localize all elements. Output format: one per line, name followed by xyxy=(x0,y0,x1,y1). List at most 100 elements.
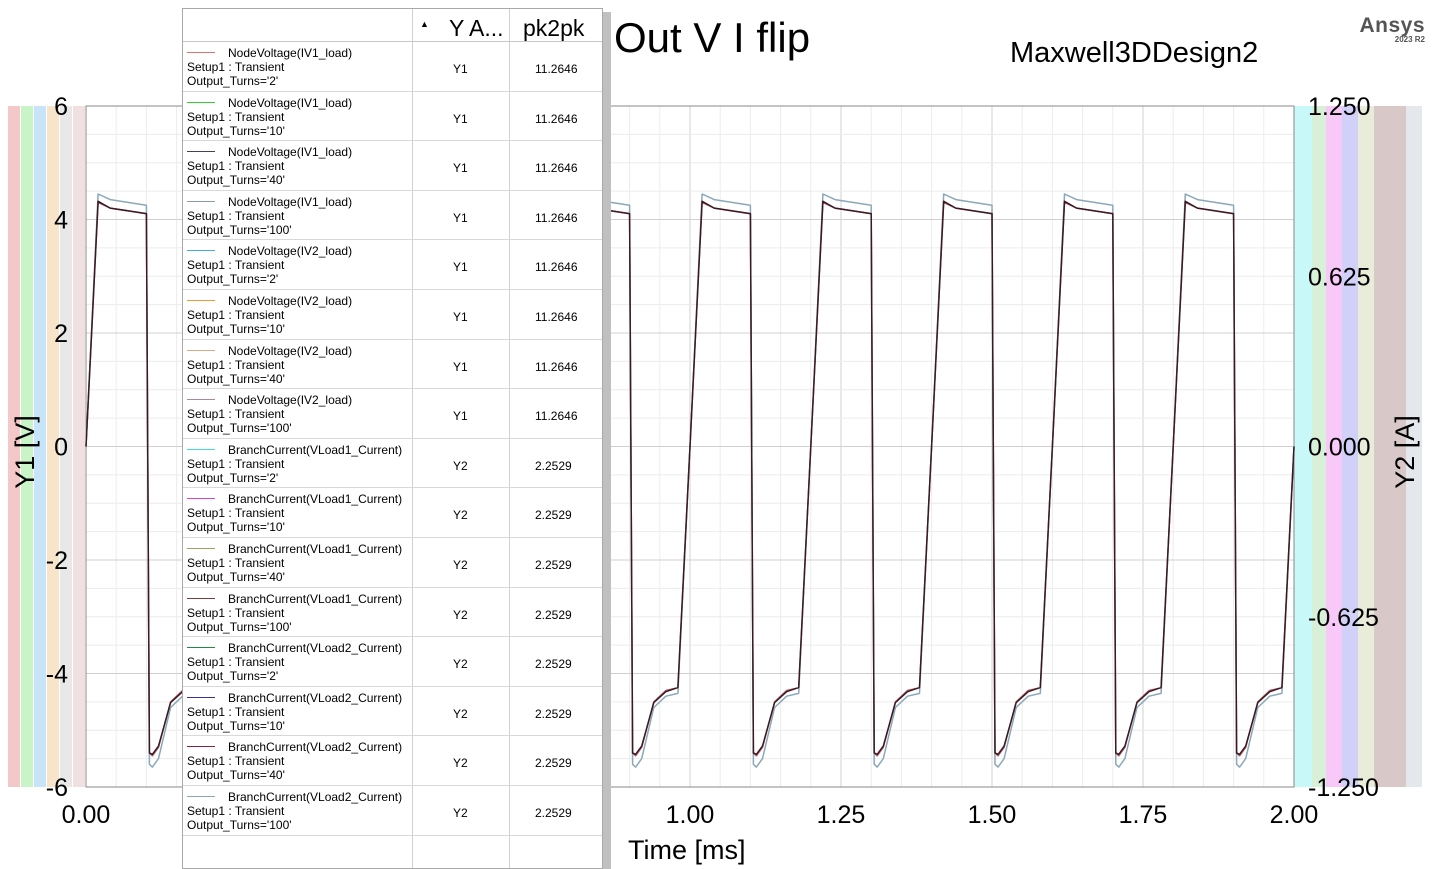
series-yaxis: Y1 xyxy=(453,62,468,76)
series-swatch xyxy=(187,547,215,549)
series-pk2pk: 11.2646 xyxy=(535,161,578,176)
series-yaxis: Y2 xyxy=(453,706,468,721)
series-name: NodeVoltage(IV1_load) xyxy=(228,46,353,60)
y1-tick-label: -2 xyxy=(46,547,68,575)
legend-row[interactable]: BranchCurrent(VLoad2_Current) Setup1 : Tr… xyxy=(183,786,602,836)
series-swatch xyxy=(187,349,215,351)
legend-row[interactable]: BranchCurrent(VLoad2_Current) Setup1 : Tr… xyxy=(183,637,602,687)
series-name: BranchCurrent(VLoad2_Current) xyxy=(228,641,403,656)
column-header-pk2pk[interactable]: pk2pk xyxy=(523,15,585,41)
series-name: BranchCurrent(VLoad2_Current) xyxy=(228,789,403,804)
legend-row[interactable]: NodeVoltage(IV1_load) Setup1 : Transient O… xyxy=(183,191,602,241)
series-swatch xyxy=(187,151,215,153)
series-setup: Setup1 : Transient xyxy=(187,357,285,372)
series-setup: Setup1 : Transient xyxy=(187,803,285,818)
series-swatch xyxy=(187,647,215,649)
series-pk2pk: 2.2529 xyxy=(535,706,572,721)
series-name: NodeVoltage(IV1_load) xyxy=(228,145,353,160)
series-swatch xyxy=(187,795,215,797)
series-yaxis: Y2 xyxy=(453,508,468,523)
legend-row[interactable]: BranchCurrent(VLoad1_Current) Setup1 : Tr… xyxy=(183,439,602,489)
series-setup: Setup1 : Transient xyxy=(187,60,285,74)
x-tick-label: 2.00 xyxy=(1270,801,1319,829)
legend-row[interactable]: NodeVoltage(IV1_load) Setup1 : Transient O… xyxy=(183,141,602,191)
series-name: BranchCurrent(VLoad2_Current) xyxy=(228,690,403,705)
series-name: NodeVoltage(IV2_load) xyxy=(228,293,353,308)
series-turns: Output_Turns='40' xyxy=(187,768,285,783)
series-turns: Output_Turns='10' xyxy=(187,718,285,733)
legend-row[interactable]: BranchCurrent(VLoad1_Current) Setup1 : Tr… xyxy=(183,588,602,638)
series-turns: Output_Turns='40' xyxy=(187,569,285,584)
series-setup: Setup1 : Transient xyxy=(187,109,285,124)
y2-axis-band xyxy=(1406,106,1422,787)
series-setup: Setup1 : Transient xyxy=(187,605,285,620)
series-pk2pk: 2.2529 xyxy=(535,607,572,622)
y2-axis-band xyxy=(1358,106,1374,787)
y2-tick-label: 0.625 xyxy=(1308,263,1371,291)
y2-axis-band xyxy=(1312,106,1326,787)
y2-axis-label: Y2 [A] xyxy=(1390,415,1420,489)
series-pk2pk: 2.2529 xyxy=(535,508,572,523)
y2-axis-band xyxy=(1294,106,1312,787)
y2-tick-label: -1.250 xyxy=(1308,774,1379,802)
series-swatch xyxy=(187,52,215,53)
sort-up-icon[interactable]: ▲ xyxy=(420,19,429,29)
series-swatch xyxy=(187,250,215,252)
chart-title: Out V I flip xyxy=(614,14,811,61)
series-setup: Setup1 : Transient xyxy=(187,456,285,471)
series-turns: Output_Turns='10' xyxy=(187,520,285,535)
series-pk2pk: 11.2646 xyxy=(535,309,578,324)
legend-row[interactable]: NodeVoltage(IV2_load) Setup1 : Transient O… xyxy=(183,290,602,340)
series-turns: Output_Turns='40' xyxy=(187,173,285,188)
series-yaxis: Y2 xyxy=(453,756,468,771)
series-pk2pk: 11.2646 xyxy=(535,260,578,275)
y2-axis-band xyxy=(1342,106,1358,787)
series-turns: Output_Turns='100' xyxy=(187,222,292,237)
legend-row[interactable]: NodeVoltage(IV2_load) Setup1 : Transient O… xyxy=(183,340,602,390)
legend-row[interactable]: BranchCurrent(VLoad2_Current) Setup1 : Tr… xyxy=(183,736,602,786)
series-turns: Output_Turns='2' xyxy=(187,470,279,485)
series-pk2pk: 11.2646 xyxy=(535,210,578,225)
series-yaxis: Y1 xyxy=(453,359,468,374)
legend-row[interactable]: NodeVoltage(IV1_load) Setup1 : Transient O… xyxy=(183,42,602,92)
series-swatch xyxy=(187,746,215,748)
series-yaxis: Y1 xyxy=(453,210,468,225)
legend-row[interactable]: NodeVoltage(IV2_load) Setup1 : Transient O… xyxy=(183,240,602,290)
series-turns: Output_Turns='40' xyxy=(187,371,285,386)
series-yaxis: Y2 xyxy=(453,607,468,622)
legend-row[interactable]: BranchCurrent(VLoad1_Current) Setup1 : Tr… xyxy=(183,538,602,588)
series-name: NodeVoltage(IV1_load) xyxy=(228,95,353,110)
column-header-yaxis[interactable]: Y A... xyxy=(449,15,504,41)
series-turns: Output_Turns='10' xyxy=(187,123,285,138)
y1-axis-band xyxy=(34,106,46,787)
y2-tick-label: -0.625 xyxy=(1308,604,1379,632)
series-name: NodeVoltage(IV2_load) xyxy=(228,244,353,259)
series-yaxis: Y2 xyxy=(453,657,468,672)
series-swatch xyxy=(187,399,215,401)
y1-tick-label: 0 xyxy=(54,434,68,462)
series-swatch xyxy=(187,448,215,450)
series-setup: Setup1 : Transient xyxy=(187,555,285,570)
series-turns: Output_Turns='100' xyxy=(187,817,292,832)
series-pk2pk: 2.2529 xyxy=(535,657,572,672)
legend-row[interactable]: BranchCurrent(VLoad1_Current) Setup1 : Tr… xyxy=(183,488,602,538)
y1-axis-band xyxy=(8,106,20,787)
series-name: BranchCurrent(VLoad1_Current) xyxy=(228,492,403,507)
series-swatch xyxy=(187,498,215,500)
legend-row[interactable]: NodeVoltage(IV2_load) Setup1 : Transient O… xyxy=(183,389,602,439)
series-pk2pk: 11.2646 xyxy=(535,359,578,374)
legend-row[interactable]: NodeVoltage(IV1_load) Setup1 : Transient O… xyxy=(183,92,602,142)
series-pk2pk: 2.2529 xyxy=(535,805,572,820)
series-pk2pk: 11.2646 xyxy=(535,409,578,424)
series-swatch xyxy=(187,299,215,301)
y2-tick-label: 1.250 xyxy=(1308,93,1371,121)
legend-row[interactable]: BranchCurrent(VLoad2_Current) Setup1 : Tr… xyxy=(183,687,602,737)
series-setup: Setup1 : Transient xyxy=(187,307,285,322)
legend-header: ▲ Y A... pk2pk xyxy=(183,9,602,42)
series-yaxis: Y1 xyxy=(453,309,468,324)
y1-tick-label: -6 xyxy=(46,774,68,802)
x-tick-label: 1.25 xyxy=(817,801,866,829)
y1-axis-label: Y1 [V] xyxy=(10,415,40,489)
legend-table[interactable]: ▲ Y A... pk2pk NodeVoltage(IV1_load) Setu… xyxy=(182,8,603,869)
series-setup: Setup1 : Transient xyxy=(187,704,285,719)
